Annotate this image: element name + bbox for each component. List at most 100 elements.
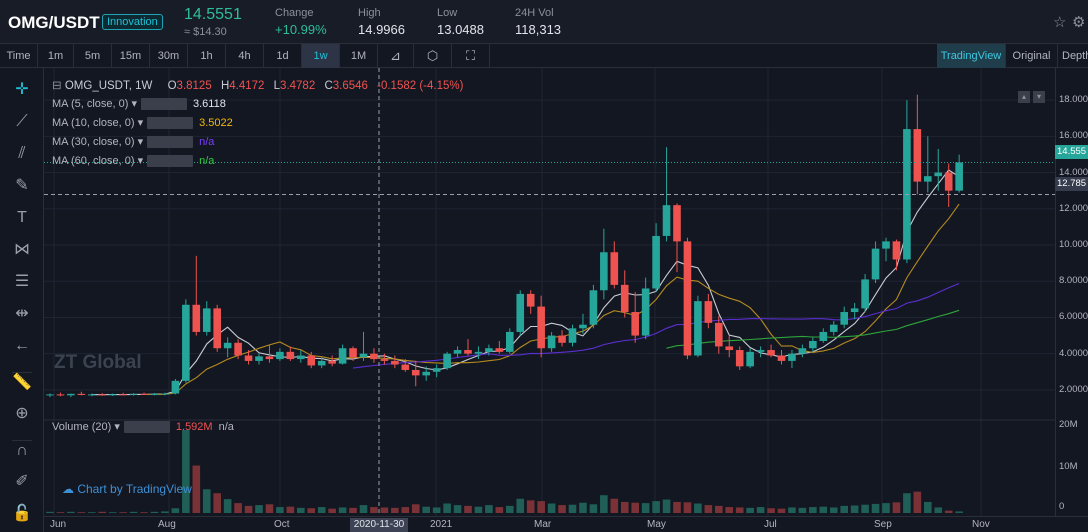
collapse-up-icon[interactable]: ▴ bbox=[1018, 91, 1030, 103]
candle-body bbox=[683, 241, 692, 356]
text-icon[interactable]: T bbox=[17, 209, 27, 226]
price-axis-label: 4.0000 bbox=[1059, 347, 1088, 359]
magnet-icon[interactable]: ∩ bbox=[12, 440, 32, 460]
volume-bar bbox=[171, 508, 180, 513]
candle-body bbox=[119, 394, 127, 396]
volume-bar bbox=[453, 505, 462, 513]
parallel-lines-icon[interactable]: ⫽ bbox=[18, 145, 26, 162]
interval-15m[interactable]: 15m bbox=[112, 44, 150, 68]
lock-drawing-icon[interactable]: ✐ bbox=[15, 473, 29, 490]
pair-title[interactable]: OMG/USDT bbox=[8, 13, 100, 32]
price-axis[interactable] bbox=[1055, 68, 1088, 516]
volume-legend[interactable]: Volume (20) ▾ 1.592M n/a bbox=[52, 421, 234, 434]
volume-axis-label: 10M bbox=[1059, 461, 1078, 472]
back-arrow-icon[interactable]: ← bbox=[14, 337, 30, 354]
volume-bar bbox=[610, 498, 619, 513]
crosshair-icon[interactable]: ✛ bbox=[15, 81, 29, 98]
indicators-hexagon-icon[interactable]: ⬡ bbox=[414, 44, 452, 68]
interval-1m[interactable]: 1m bbox=[38, 44, 74, 68]
volume-bar bbox=[495, 507, 504, 513]
volume-bar bbox=[56, 512, 65, 513]
view-tradingview[interactable]: TradingView bbox=[937, 44, 1006, 68]
volume-bar bbox=[631, 502, 639, 513]
candle-body bbox=[150, 394, 159, 396]
candle-body bbox=[108, 394, 117, 396]
candle-body bbox=[861, 279, 869, 309]
interval-5m[interactable]: 5m bbox=[74, 44, 112, 68]
interval-4h[interactable]: 4h bbox=[226, 44, 264, 68]
zt-global-watermark: ZT Global bbox=[54, 352, 142, 373]
volume-bar bbox=[704, 505, 713, 513]
volume-bar bbox=[297, 507, 305, 513]
lock-icon[interactable]: 🔓 bbox=[12, 505, 32, 522]
interval-1M[interactable]: 1M bbox=[340, 44, 378, 68]
candle-body bbox=[715, 322, 723, 347]
ticker-header: OMG/USDT Innovation 14.5551 ≈ $14.30 Cha… bbox=[0, 0, 1088, 44]
volume-bar bbox=[767, 508, 775, 513]
candle-body bbox=[913, 129, 922, 182]
candle-body bbox=[641, 288, 650, 336]
symbol-label: OMG_USDT, 1W bbox=[64, 80, 153, 92]
time-axis-label: Oct bbox=[274, 519, 290, 530]
zoom-in-icon[interactable]: ⊕ bbox=[15, 405, 29, 422]
fib-icon[interactable]: ☰ bbox=[14, 273, 30, 290]
volume-bar bbox=[798, 507, 807, 513]
collapse-down-icon[interactable]: ▾ bbox=[1033, 91, 1045, 103]
time-axis[interactable] bbox=[44, 516, 1088, 532]
volume-bar bbox=[558, 505, 566, 513]
ma30-legend[interactable]: MA (30, close, 0) ▾ n/a bbox=[52, 136, 215, 149]
crosshair-date-tag: 2020-11-30 bbox=[350, 518, 408, 532]
chart-type-icon[interactable]: ⊿ bbox=[378, 44, 414, 68]
candle-body bbox=[349, 348, 357, 358]
ma10-line bbox=[144, 203, 960, 396]
time-axis-label: Jun bbox=[50, 519, 67, 530]
pattern-icon[interactable]: ⋈ bbox=[14, 241, 30, 258]
view-depth[interactable]: Depth bbox=[1062, 50, 1088, 62]
ruler-icon[interactable]: 📏 bbox=[12, 372, 32, 391]
volume-bar bbox=[108, 512, 117, 513]
ma60-legend[interactable]: MA (60, close, 0) ▾ n/a bbox=[52, 155, 215, 168]
volume-bar bbox=[537, 501, 545, 513]
candle-body bbox=[192, 304, 201, 332]
fullscreen-icon[interactable]: ⛶ bbox=[452, 44, 490, 68]
trendline-icon[interactable]: ⟋ bbox=[16, 113, 28, 130]
interval-1d[interactable]: 1d bbox=[264, 44, 302, 68]
volume-bar bbox=[265, 504, 274, 513]
candle-body bbox=[777, 355, 786, 361]
candle-body bbox=[798, 348, 807, 354]
candle-body bbox=[829, 324, 838, 332]
stat-low: Low 13.0488 bbox=[437, 7, 484, 37]
interval-30m[interactable]: 30m bbox=[150, 44, 188, 68]
interval-1w[interactable]: 1w bbox=[302, 44, 340, 68]
ma5-legend[interactable]: MA (5, close, 0) ▾ 3.6118 bbox=[52, 98, 226, 111]
candle-body bbox=[464, 350, 472, 354]
volume-bar bbox=[46, 511, 54, 513]
price-chart[interactable] bbox=[44, 68, 1055, 516]
ma10-legend[interactable]: MA (10, close, 0) ▾ 3.5022 bbox=[52, 117, 233, 130]
view-original[interactable]: Original bbox=[1006, 44, 1058, 68]
candle-body bbox=[359, 353, 368, 358]
candle-body bbox=[129, 393, 138, 395]
time-axis-label: May bbox=[647, 519, 666, 530]
volume-bar bbox=[861, 504, 869, 513]
candle-body bbox=[631, 312, 639, 336]
candle-body bbox=[892, 241, 901, 260]
volume-bar bbox=[443, 503, 451, 513]
candle-body bbox=[871, 248, 880, 280]
candle-body bbox=[286, 351, 295, 360]
favorite-star-icon[interactable]: ☆ bbox=[1053, 14, 1067, 31]
volume-bar bbox=[641, 503, 650, 513]
price-axis-label: 2.0000 bbox=[1059, 383, 1088, 395]
candle-body bbox=[516, 293, 525, 332]
brush-icon[interactable]: ✎ bbox=[15, 177, 29, 194]
volume-bar bbox=[119, 512, 127, 513]
tradingview-brand[interactable]: ☁ Chart by TradingView bbox=[62, 482, 192, 496]
candle-body bbox=[955, 162, 963, 191]
interval-1h[interactable]: 1h bbox=[188, 44, 226, 68]
interval-time[interactable]: Time bbox=[0, 44, 38, 68]
settings-gear-icon[interactable]: ⚙ bbox=[1072, 14, 1086, 31]
volume-bar bbox=[735, 507, 744, 513]
volume-bar bbox=[88, 512, 96, 513]
measure-icon[interactable]: ⇹ bbox=[15, 305, 29, 322]
stat-high: High 14.9966 bbox=[358, 7, 405, 37]
